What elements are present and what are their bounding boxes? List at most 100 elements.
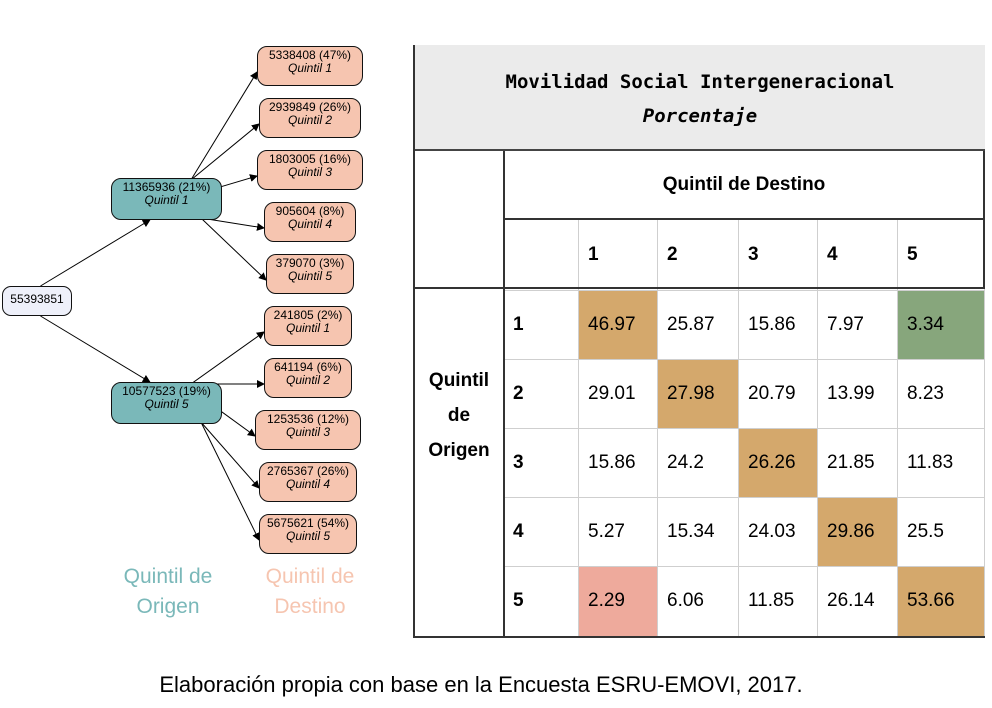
destination-node-label: Quintil 2 <box>285 373 331 387</box>
matrix-cell: 29.86 <box>817 497 897 566</box>
destination-node-value: 379070 (3%) <box>275 256 345 270</box>
matrix-cell: 15.86 <box>748 314 796 335</box>
matrix-cell: 29.01 <box>588 383 636 404</box>
grid-line-heavy <box>983 151 985 289</box>
destination-node-label: Quintil 1 <box>285 321 331 335</box>
column-header: 1 <box>588 244 599 265</box>
grid-line <box>578 220 579 636</box>
grid-line <box>738 220 739 636</box>
matrix-cell: 24.2 <box>667 452 704 473</box>
matrix-cell: 2.29 <box>578 566 657 636</box>
destination-node: 641194 (6%) Quintil 2 <box>264 358 352 398</box>
grid-line-heavy <box>503 218 985 220</box>
grid-line <box>503 290 985 291</box>
edge-root-to-origin-2 <box>40 315 151 383</box>
row-group-header: Quintil de Origen <box>415 363 503 468</box>
destination-node-label: Quintil 5 <box>287 269 333 283</box>
edge-origin-to-destination <box>200 421 260 541</box>
destination-node-value: 2765367 (26%) <box>266 464 350 478</box>
column-header: 2 <box>667 244 678 265</box>
matrix-cell: 21.85 <box>827 452 875 473</box>
mobility-matrix: Movilidad Social Intergeneracional Porce… <box>413 45 985 638</box>
destination-node-value: 1253536 (12%) <box>266 412 350 426</box>
destination-node-label: Quintil 4 <box>287 217 333 231</box>
matrix-cell: 25.87 <box>667 314 715 335</box>
matrix-title: Movilidad Social Intergeneracional <box>505 71 895 93</box>
destination-node-value: 1803005 (16%) <box>268 152 352 166</box>
row-header: 2 <box>513 383 524 404</box>
destination-node-label: Quintil 3 <box>285 425 331 439</box>
legend-origin-line1: Quintil de <box>123 565 213 588</box>
grid-line <box>657 220 658 636</box>
edge-origin-to-destination <box>190 331 265 385</box>
matrix-subtitle: Porcentaje <box>642 105 758 127</box>
destination-node: 1253536 (12%) Quintil 3 <box>255 410 361 450</box>
legend-origin: Quintil de Origen <box>108 562 228 622</box>
column-header: 4 <box>827 244 838 265</box>
destination-node: 5338408 (47%) Quintil 1 <box>257 46 363 86</box>
destination-node: 2939849 (26%) Quintil 2 <box>259 98 361 138</box>
origin-node-value: 11365936 (21%) <box>122 180 211 194</box>
legend-origin-line2: Origen <box>136 595 200 618</box>
matrix-cell: 11.85 <box>748 590 795 611</box>
edge-origin-to-destination <box>190 123 260 181</box>
legend-destination: Quintil de Destino <box>250 562 370 622</box>
edge-origin-to-destination <box>200 217 267 281</box>
row-header: 3 <box>513 452 524 473</box>
destination-node: 241805 (2%) Quintil 1 <box>264 306 352 346</box>
matrix-cell: 5.27 <box>588 521 625 542</box>
root-node-value: 55393851 <box>10 292 64 306</box>
grid-line <box>817 220 818 636</box>
destination-node-value: 2939849 (26%) <box>268 100 352 114</box>
origin-node-label: Quintil 1 <box>144 193 189 207</box>
column-header: 3 <box>748 244 759 265</box>
matrix-cell: 6.06 <box>667 590 704 611</box>
edge-root-to-origin-1 <box>40 219 151 287</box>
row-header: 4 <box>513 521 524 542</box>
grid-line-heavy <box>503 151 505 636</box>
destination-node-value: 5338408 (47%) <box>268 48 352 62</box>
matrix-cell: 20.79 <box>748 383 796 404</box>
row-group-header-line2: de <box>447 405 471 426</box>
matrix-cell: 7.97 <box>827 314 864 335</box>
matrix-cell: 8.23 <box>907 383 944 404</box>
column-group-header: Quintil de Destino <box>662 174 826 195</box>
matrix-cell: 26.14 <box>827 590 875 611</box>
destination-node-label: Quintil 5 <box>285 529 331 543</box>
destination-node-value: 905604 (8%) <box>275 204 345 218</box>
destination-node: 1803005 (16%) Quintil 3 <box>257 150 363 190</box>
legend-destination-line1: Quintil de <box>265 565 355 588</box>
legend-destination-line2: Destino <box>274 595 346 618</box>
destination-node-value: 241805 (2%) <box>273 308 343 322</box>
matrix-cell: 27.98 <box>657 359 738 428</box>
destination-node-label: Quintil 1 <box>287 61 333 75</box>
destination-node: 905604 (8%) Quintil 4 <box>264 202 356 242</box>
origin-node-2: 10577523 (19%) Quintil 5 <box>111 382 222 424</box>
grid-line <box>984 289 985 636</box>
matrix-cell: 3.34 <box>897 290 985 359</box>
grid-line <box>503 497 985 498</box>
origin-node-1: 11365936 (21%) Quintil 1 <box>111 178 222 220</box>
destination-node-value: 5675621 (54%) <box>266 516 350 530</box>
matrix-cell: 15.86 <box>588 452 636 473</box>
edge-origin-to-destination <box>200 421 260 489</box>
grid-line <box>897 220 898 636</box>
edge-origin-to-destination <box>190 71 258 181</box>
source-note: Elaboración propia con base en la Encues… <box>159 672 803 697</box>
grid-line <box>503 566 985 567</box>
origin-node-label: Quintil 5 <box>144 397 189 411</box>
matrix-header: Movilidad Social Intergeneracional Porce… <box>415 45 985 151</box>
grid-line-heavy <box>415 287 985 289</box>
destination-node: 379070 (3%) Quintil 5 <box>266 254 354 294</box>
origin-node-value: 10577523 (19%) <box>122 384 211 398</box>
destination-node-label: Quintil 2 <box>287 113 333 127</box>
matrix-cell: 25.5 <box>907 521 944 542</box>
matrix-cell: 46.97 <box>578 290 657 359</box>
matrix-cell: 15.34 <box>667 521 715 542</box>
column-header: 5 <box>907 244 918 265</box>
matrix-cell: 24.03 <box>748 521 796 542</box>
grid-line <box>503 359 985 360</box>
matrix-cell: 53.66 <box>897 566 985 636</box>
row-group-header-line1: Quintil <box>428 370 490 391</box>
matrix-cell: 26.26 <box>738 428 817 497</box>
